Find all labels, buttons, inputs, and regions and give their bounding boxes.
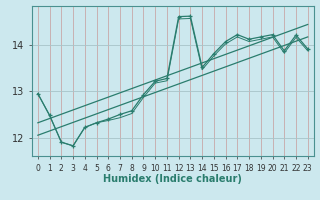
X-axis label: Humidex (Indice chaleur): Humidex (Indice chaleur) <box>103 174 242 184</box>
